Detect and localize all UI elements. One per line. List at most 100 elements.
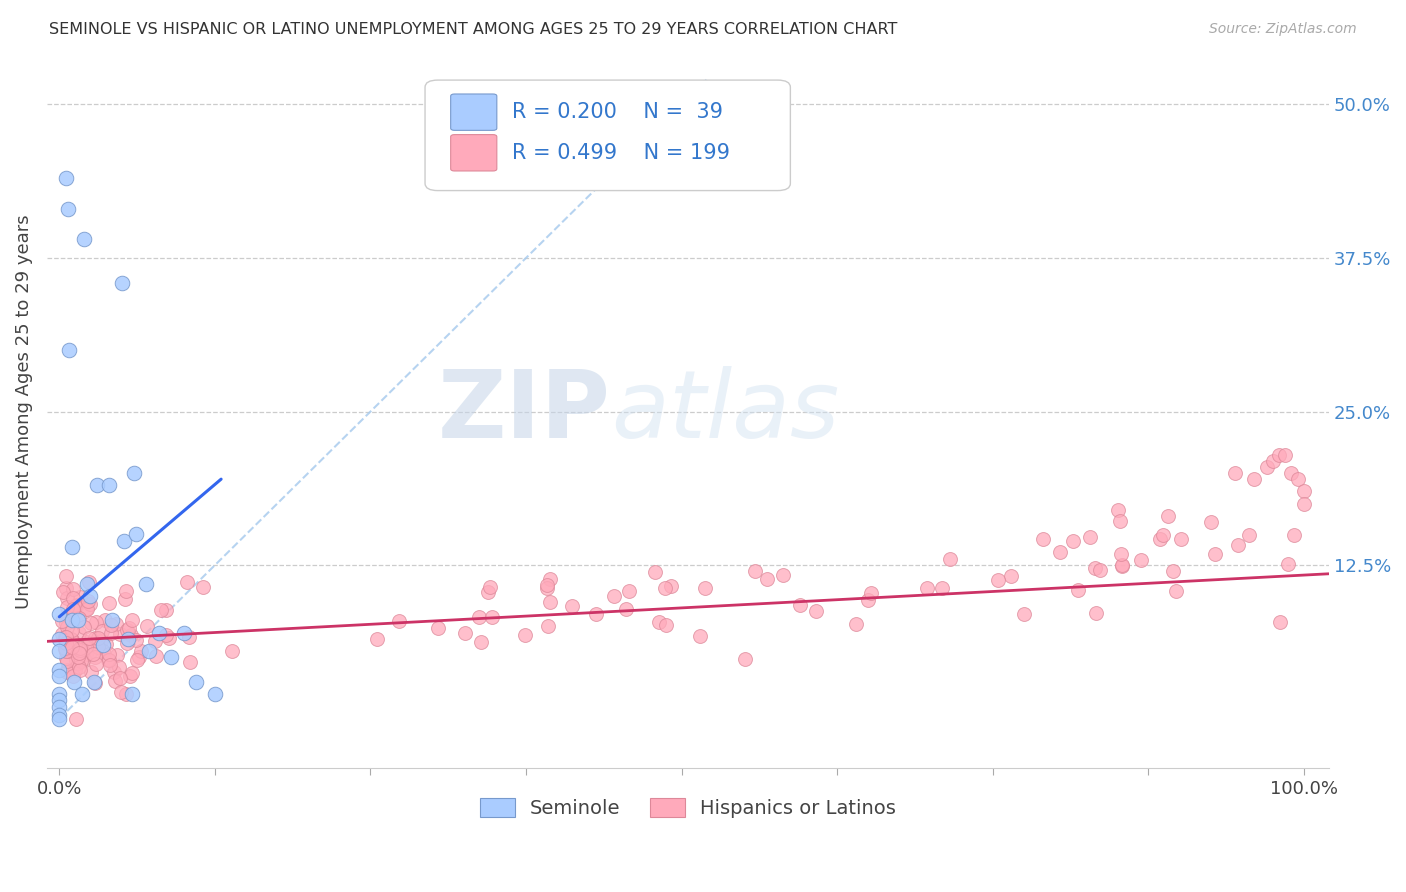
Point	[65, 637, 87, 651]
Point	[63, 674, 86, 689]
Point	[1201, 515, 1223, 529]
Point	[1268, 615, 1291, 630]
Point	[856, 593, 879, 607]
Point	[76, 602, 98, 616]
Point	[79, 597, 101, 611]
Point	[87, 640, 110, 655]
Point	[655, 617, 678, 632]
Point	[121, 687, 143, 701]
Point	[63, 663, 86, 677]
Point	[1049, 545, 1071, 559]
Point	[69, 643, 91, 657]
FancyBboxPatch shape	[425, 80, 790, 191]
Point	[55, 569, 77, 583]
Point	[79, 645, 101, 659]
Point	[48, 607, 70, 622]
Point	[176, 574, 198, 589]
Point	[82, 648, 104, 662]
Point	[80, 665, 103, 679]
Point	[513, 628, 536, 642]
Point	[53, 642, 76, 657]
Point	[145, 649, 167, 664]
Point	[83, 676, 105, 690]
Point	[79, 574, 101, 589]
Point	[67, 625, 90, 640]
Point	[1237, 528, 1260, 542]
Point	[73, 652, 96, 666]
Point	[60, 614, 83, 628]
Point	[1163, 564, 1185, 578]
Point	[53, 632, 76, 647]
Point	[72, 643, 94, 657]
Text: R = 0.499    N = 199: R = 0.499 N = 199	[512, 143, 730, 163]
Point	[1107, 503, 1129, 517]
Point	[104, 617, 127, 632]
Point	[536, 577, 558, 591]
Point	[756, 572, 779, 586]
Point	[87, 631, 110, 645]
Point	[617, 584, 640, 599]
Point	[55, 636, 77, 650]
Point	[1225, 466, 1247, 480]
Text: atlas: atlas	[612, 366, 839, 457]
Point	[1088, 563, 1111, 577]
Point	[51, 627, 73, 641]
Point	[1170, 532, 1192, 546]
Point	[125, 652, 148, 666]
Point	[66, 614, 89, 628]
Point	[62, 669, 84, 683]
Point	[91, 624, 114, 638]
Point	[1292, 497, 1315, 511]
Point	[75, 647, 97, 661]
Point	[55, 171, 77, 186]
Point	[121, 665, 143, 680]
Point	[110, 685, 132, 699]
Point	[647, 615, 669, 630]
Point	[388, 614, 411, 628]
Point	[135, 576, 157, 591]
Point	[83, 674, 105, 689]
Point	[48, 708, 70, 723]
Point	[48, 632, 70, 646]
Point	[644, 565, 666, 579]
Point	[79, 589, 101, 603]
Point	[48, 663, 70, 677]
Point	[75, 635, 97, 649]
Point	[173, 625, 195, 640]
Point	[59, 632, 82, 646]
Point	[104, 674, 127, 689]
Point	[107, 648, 129, 663]
Point	[60, 624, 83, 638]
Point	[1084, 606, 1107, 620]
Point	[83, 631, 105, 645]
Point	[1204, 547, 1226, 561]
Point	[734, 652, 756, 666]
Point	[56, 663, 79, 677]
Point	[67, 646, 90, 660]
Point	[52, 585, 75, 599]
Point	[103, 665, 125, 679]
Point	[58, 343, 80, 357]
Point	[58, 644, 80, 658]
Point	[689, 629, 711, 643]
Point	[1109, 514, 1132, 528]
Point	[1274, 448, 1296, 462]
Point	[138, 644, 160, 658]
Point	[561, 599, 583, 614]
Point	[60, 633, 83, 648]
Point	[55, 616, 77, 631]
Point	[1111, 558, 1133, 573]
Point	[1164, 583, 1187, 598]
Point	[614, 602, 637, 616]
Point	[659, 579, 682, 593]
Point	[100, 614, 122, 628]
Point	[538, 572, 561, 586]
Point	[90, 633, 112, 648]
Point	[1157, 508, 1180, 523]
Point	[55, 643, 77, 657]
Point	[179, 656, 201, 670]
Point	[60, 640, 83, 654]
Point	[77, 631, 100, 645]
Text: Source: ZipAtlas.com: Source: ZipAtlas.com	[1209, 22, 1357, 37]
Point	[56, 665, 79, 679]
